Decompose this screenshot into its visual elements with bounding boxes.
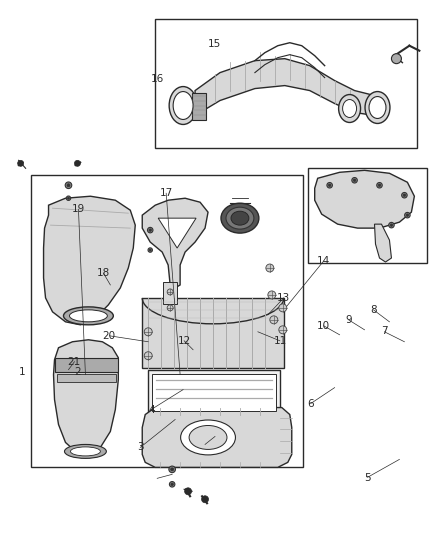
Circle shape xyxy=(171,483,173,486)
Circle shape xyxy=(402,192,407,198)
Text: 4: 4 xyxy=(148,405,155,415)
Text: 6: 6 xyxy=(307,399,314,409)
Ellipse shape xyxy=(64,445,106,458)
Circle shape xyxy=(390,224,393,227)
Circle shape xyxy=(66,196,71,200)
Bar xyxy=(142,298,284,368)
Bar xyxy=(192,93,206,120)
Polygon shape xyxy=(374,224,392,262)
Circle shape xyxy=(352,177,357,183)
Ellipse shape xyxy=(226,207,254,229)
Polygon shape xyxy=(53,340,118,455)
Text: 10: 10 xyxy=(317,321,330,331)
Text: 12: 12 xyxy=(177,336,191,346)
Text: 20: 20 xyxy=(102,330,116,341)
Text: 8: 8 xyxy=(371,305,377,315)
Text: 7: 7 xyxy=(381,326,388,336)
Circle shape xyxy=(149,229,152,231)
Circle shape xyxy=(148,228,153,233)
Circle shape xyxy=(144,328,152,336)
Circle shape xyxy=(65,182,72,189)
Polygon shape xyxy=(314,171,414,228)
Ellipse shape xyxy=(221,203,259,233)
Circle shape xyxy=(170,482,175,487)
Circle shape xyxy=(18,160,24,166)
Circle shape xyxy=(406,214,409,216)
Ellipse shape xyxy=(231,211,249,225)
Text: 14: 14 xyxy=(317,256,330,266)
Polygon shape xyxy=(43,196,135,325)
Bar xyxy=(163,282,177,304)
Bar xyxy=(308,168,427,263)
Circle shape xyxy=(149,249,151,251)
Circle shape xyxy=(328,184,331,187)
Circle shape xyxy=(169,466,176,473)
Text: 5: 5 xyxy=(364,473,371,483)
Ellipse shape xyxy=(169,86,197,124)
Text: 3: 3 xyxy=(137,442,144,452)
Bar xyxy=(148,370,280,415)
Text: 21: 21 xyxy=(67,357,81,367)
Circle shape xyxy=(167,289,173,295)
Polygon shape xyxy=(142,408,292,467)
Ellipse shape xyxy=(339,94,360,123)
Polygon shape xyxy=(158,218,196,248)
Bar xyxy=(54,358,118,372)
Ellipse shape xyxy=(173,92,193,119)
Circle shape xyxy=(279,304,287,312)
Text: 16: 16 xyxy=(150,75,164,84)
Text: 19: 19 xyxy=(72,204,85,214)
Text: 1: 1 xyxy=(18,367,25,377)
Text: 9: 9 xyxy=(346,314,353,325)
Circle shape xyxy=(392,54,401,63)
Text: 17: 17 xyxy=(160,188,173,198)
Circle shape xyxy=(74,160,81,166)
Circle shape xyxy=(353,179,356,182)
Ellipse shape xyxy=(71,447,100,456)
Circle shape xyxy=(67,184,70,187)
Circle shape xyxy=(148,248,152,252)
Ellipse shape xyxy=(369,96,386,118)
Polygon shape xyxy=(195,59,374,116)
Ellipse shape xyxy=(365,92,390,124)
Circle shape xyxy=(270,316,278,324)
Bar xyxy=(31,175,303,467)
Ellipse shape xyxy=(70,310,107,322)
Circle shape xyxy=(377,182,382,188)
Ellipse shape xyxy=(343,100,357,117)
Polygon shape xyxy=(142,198,208,288)
Circle shape xyxy=(144,352,152,360)
Circle shape xyxy=(167,305,173,311)
Bar xyxy=(57,374,117,382)
Text: 18: 18 xyxy=(97,268,110,278)
Circle shape xyxy=(171,468,173,471)
Circle shape xyxy=(327,182,332,188)
Circle shape xyxy=(201,496,208,503)
Circle shape xyxy=(268,291,276,299)
Ellipse shape xyxy=(64,307,113,325)
Circle shape xyxy=(405,213,410,218)
Bar xyxy=(152,374,276,410)
Circle shape xyxy=(378,184,381,187)
Circle shape xyxy=(67,197,70,199)
Text: 11: 11 xyxy=(273,336,287,346)
Text: 2: 2 xyxy=(74,367,81,377)
Bar xyxy=(155,19,417,148)
Circle shape xyxy=(403,194,406,197)
Text: 15: 15 xyxy=(208,39,221,50)
Ellipse shape xyxy=(180,420,236,455)
Text: 13: 13 xyxy=(277,293,290,303)
Ellipse shape xyxy=(189,425,227,449)
Circle shape xyxy=(266,264,274,272)
Circle shape xyxy=(389,222,394,228)
Circle shape xyxy=(184,488,191,495)
Circle shape xyxy=(279,326,287,334)
